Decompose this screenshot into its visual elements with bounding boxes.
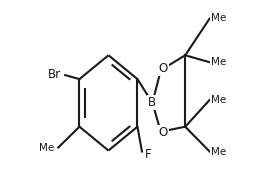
Text: Me: Me <box>211 57 226 67</box>
Text: Me: Me <box>39 143 54 153</box>
Text: O: O <box>159 126 168 139</box>
Text: Me: Me <box>211 147 226 157</box>
Text: O: O <box>159 62 168 75</box>
Text: B: B <box>148 96 156 109</box>
Text: Br: Br <box>48 68 61 81</box>
Text: Me: Me <box>211 13 226 22</box>
Text: Me: Me <box>211 95 226 105</box>
Text: F: F <box>145 148 151 161</box>
